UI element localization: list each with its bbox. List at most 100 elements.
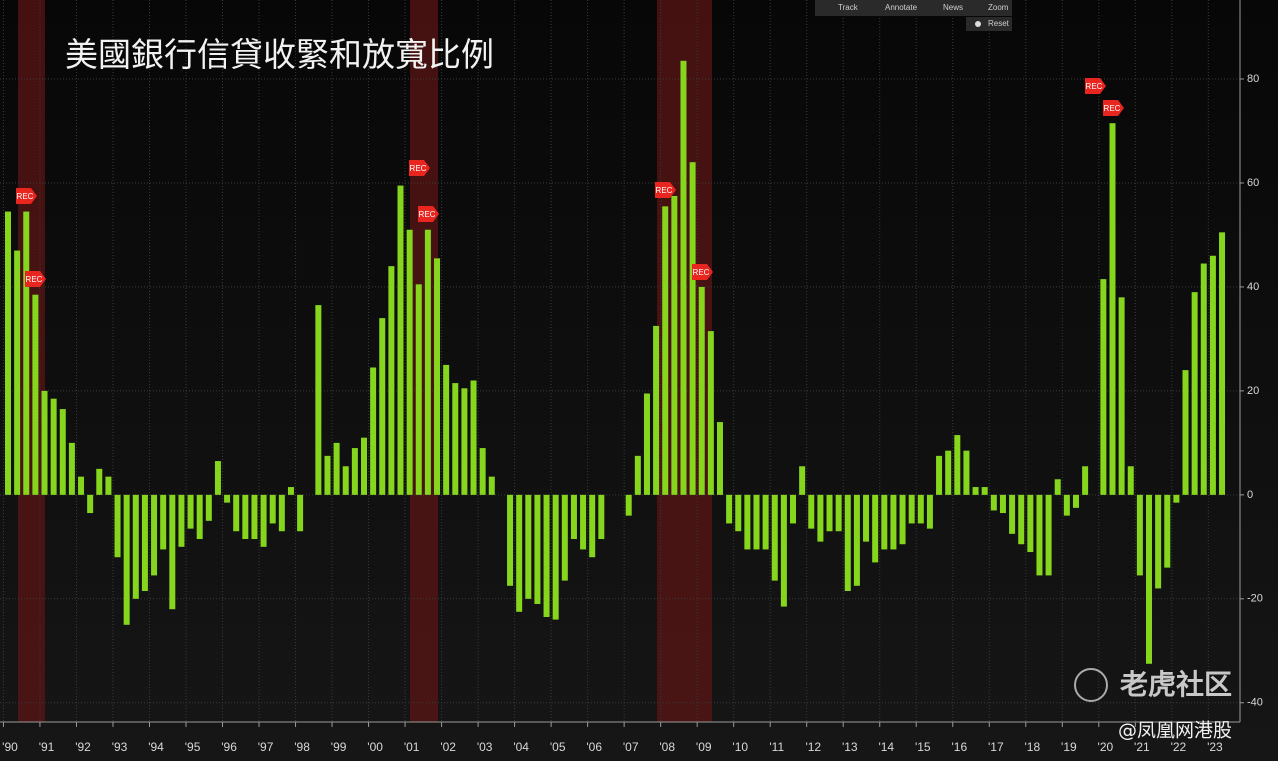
bar [643,393,650,495]
x-tick-label: '21 [1134,740,1150,754]
y-tick-label: 80 [1247,73,1259,85]
bar [260,494,267,547]
bars [5,60,1226,664]
x-tick-label: '91 [39,740,55,754]
bar [790,494,797,524]
toolbar-button[interactable]: Zoom [988,3,1009,12]
x-tick-label: '01 [404,740,420,754]
bar [507,494,514,586]
bar [342,466,349,495]
bar [14,250,21,495]
rec-flag-label: REC [693,268,710,277]
x-tick-label: '10 [732,740,748,754]
bar [716,422,723,495]
bar [853,494,860,586]
x-tick-label: '22 [1171,740,1187,754]
toolbar-button[interactable]: News [943,3,963,12]
bar [780,494,787,607]
bar [634,455,641,495]
bar [570,494,577,540]
bar [844,494,851,592]
bar [105,476,112,495]
axes: -40 -20 0 20 40 60 80 '90 '91 '92 '93 '94 '95 '96 '97 '… [2,73,1263,754]
bar [762,494,769,550]
bar [388,266,395,495]
bar [771,494,778,581]
bar [890,494,897,550]
toolbar-button[interactable]: Track [838,3,859,12]
bar [251,494,258,540]
bar [936,455,943,495]
bar [1009,494,1016,534]
rec-flag [409,160,430,176]
bar [461,388,468,495]
bar [278,494,285,532]
x-tick-label: '00 [367,740,383,754]
bar [406,229,413,495]
x-tick-label: '92 [75,740,91,754]
bar [1136,494,1143,576]
bar [187,494,194,529]
toolbar-button[interactable]: Annotate [885,3,918,12]
x-tick-label: '99 [331,740,347,754]
bar [315,305,322,495]
bar [1036,494,1043,576]
toolbar-button[interactable]: Reset [988,19,1010,28]
x-tick-label: '19 [1061,740,1077,754]
y-tick-label: 40 [1247,281,1259,293]
rec-flag [692,264,713,280]
bar [707,331,714,495]
bar [589,494,596,558]
bar [552,494,559,620]
bar [415,284,422,495]
bar [488,476,495,495]
y-tick-label: 20 [1247,385,1259,397]
toolbar: Track Annotate News Zoom Reset [815,0,1012,31]
bar [169,494,176,610]
bar [625,494,632,516]
x-tick-label: '96 [221,740,237,754]
bar [1063,494,1070,516]
x-tick-label: '03 [477,740,493,754]
bar [1209,255,1216,495]
bar [580,494,587,550]
x-tick-label: '04 [513,740,529,754]
bar [78,476,85,495]
x-tick-label: '12 [805,740,821,754]
y-tick-label: -40 [1247,697,1263,709]
bar [1155,494,1162,589]
bar [96,468,103,495]
y-tick-label: -20 [1247,593,1263,605]
bar [68,442,75,495]
bar [1173,494,1180,503]
x-tick-label: '13 [842,740,858,754]
x-tick-label: '97 [258,740,274,754]
bar [954,435,961,495]
x-tick-label: '94 [148,740,164,754]
x-tick-label: '98 [294,740,310,754]
bar [671,195,678,495]
toolbar-bg [966,17,1012,31]
bar [1118,297,1125,495]
bar [744,494,751,550]
rec-flag-label: REC [410,164,427,173]
grid [0,0,1240,722]
rec-flag [655,182,676,198]
chart-title: 美國銀行信貸收緊和放寬比例 [65,35,494,74]
bar [32,294,39,495]
x-tick-label: '20 [1098,740,1114,754]
bar [899,494,906,545]
rec-flag [16,188,37,204]
bar [945,450,952,495]
rec-flag [418,206,439,222]
bar [799,466,806,495]
bar [598,494,605,540]
bar [1200,263,1207,495]
bar [178,494,185,547]
bar [59,409,66,495]
bar [1082,466,1089,495]
x-tick-label: '02 [440,740,456,754]
reset-icon [975,21,981,27]
